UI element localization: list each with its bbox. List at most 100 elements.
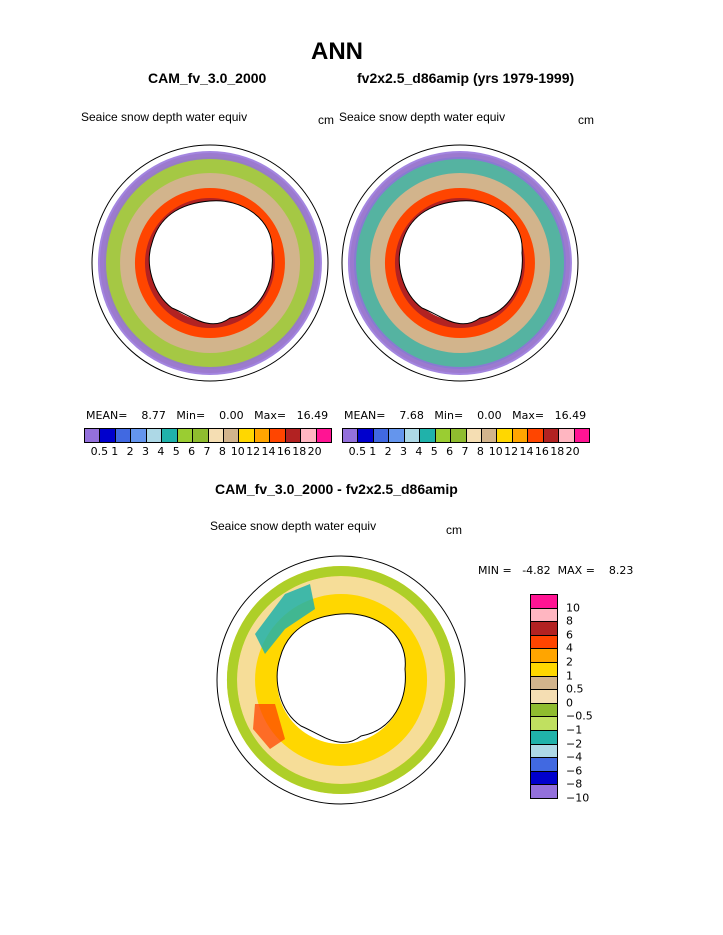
field-colorbar-1-tick-label: 12 [246,445,261,458]
field-colorbar-1-swatch [239,429,255,442]
panel2-min-label: Min= [434,409,464,422]
difference-colorbar-swatch [531,785,557,798]
panel1-max-value: 16.49 [296,409,329,422]
field-colorbar-2-tick-label: 5 [430,445,438,458]
panel1-mean-value: 8.77 [141,409,166,422]
field-colorbar-2-swatch [466,429,482,442]
panel1-max-label: Max= [254,409,287,422]
field-colorbar-1-swatch [254,429,271,442]
map2-antarctica [398,200,523,325]
field-colorbar-2-tick-label: 2 [384,445,392,458]
map1-sea-ice-band [99,153,320,373]
difference-colorbar-swatch [531,758,557,772]
panel1-units: cm [318,113,334,127]
difference-colorbar-tick-label: 8 [566,614,573,628]
panel2-mean-label: MEAN= [344,409,386,422]
field-colorbar-2-swatch [435,429,452,442]
difference-colorbar-tick-label: −8 [566,777,583,791]
field-colorbar-2-swatch [389,429,405,442]
panel2-case-title: fv2x2.5_d86amip (yrs 1979-1999) [357,70,575,86]
field-colorbar-1-swatch [162,429,178,442]
field-colorbar-2-tick-label: 18 [550,445,565,458]
difference-colorbar-tick-label: −1 [566,723,583,737]
difference-colorbar-tick-label: 0 [566,696,573,710]
panel2-mean-value: 7.68 [399,409,424,422]
field-colorbar-1-swatch [177,429,194,442]
field-colorbar-2-tick-label: 12 [504,445,519,458]
panel2-stats: MEAN= 7.68 Min= 0.00 Max= 16.49 [344,409,586,422]
field-colorbar-1-swatch [316,429,331,442]
field-colorbar-1-swatch [208,429,224,442]
difference-colorbar-swatch [531,771,557,786]
field-colorbar-2-swatch [559,429,575,442]
field-colorbar-1-swatch [285,429,302,442]
field-colorbar-2-tick-label: 20 [565,445,580,458]
field-colorbar-2-swatch [373,429,390,442]
difference-min-value: -4.82 [522,564,551,577]
field-colorbar-1-tick-label: 4 [157,445,165,458]
field-colorbar-2-tick-label: 8 [476,445,484,458]
page-title: ANN [311,38,363,65]
field-colorbar-2-swatch [358,429,374,442]
panel1-variable: Seaice snow depth water equiv [81,110,248,124]
panel1-case-title: CAM_fv_3.0_2000 [148,70,267,86]
difference-colorbar [530,594,558,799]
field-colorbar-1-swatch [146,429,163,442]
difference-colorbar-swatch [531,676,557,691]
panel2-max-value: 16.49 [554,409,587,422]
field-colorbar-2-labels: 0.5 1 2 3 4 5 6 7 8 10 12 14 16 18 20 [342,445,588,459]
field-colorbar-2-swatch [420,429,436,442]
difference-colorbar-tick-label: 1 [566,669,573,683]
difference-title: CAM_fv_3.0_2000 - fv2x2.5_d86amip [215,481,458,497]
field-colorbar-2-swatch [451,429,467,442]
field-colorbar-1-tick-label: 16 [276,445,291,458]
field-colorbar-2-swatch [404,429,421,442]
difference-colorbar-tick-label: −2 [566,737,583,751]
panel1-stats: MEAN= 8.77 Min= 0.00 Max= 16.49 [86,409,328,422]
field-colorbar-1-tick-label: 7 [203,445,211,458]
difference-colorbar-swatch [531,608,557,623]
difference-colorbar-tick-label: 6 [566,628,573,642]
polar-map-2 [341,144,579,382]
field-colorbar-2-tick-label: 6 [446,445,454,458]
map2-sea-ice-band [349,153,570,373]
panel1-mean-label: MEAN= [86,409,128,422]
field-colorbar-1-tick-label: 20 [307,445,322,458]
field-colorbar-2-swatch [343,429,359,442]
difference-colorbar-swatch [531,717,557,731]
difference-colorbar-tick-label: 10 [566,601,580,615]
panel2-units: cm [578,113,594,127]
field-colorbar-1-tick-label: 6 [188,445,196,458]
difference-max-value: 8.23 [608,564,634,577]
field-colorbar-1 [84,428,332,443]
field-colorbar-1-swatch [193,429,209,442]
field-colorbar-2-tick-label: 1 [369,445,377,458]
difference-min-label: MIN = [478,564,512,577]
field-colorbar-2-swatch [574,429,589,442]
difference-units: cm [446,523,462,537]
field-colorbar-2 [342,428,590,443]
diff-map-antarctica [276,613,406,743]
field-colorbar-2-swatch [497,429,513,442]
field-colorbar-1-tick-label: 18 [292,445,307,458]
difference-stats: MIN = -4.82 MAX = 8.23 [478,564,633,577]
field-colorbar-2-tick-label: 7 [461,445,469,458]
difference-colorbar-swatch [531,730,557,745]
field-colorbar-1-tick-label: 8 [218,445,226,458]
difference-colorbar-tick-label: −10 [566,791,590,805]
difference-colorbar-swatch [531,662,557,677]
difference-colorbar-tick-label: 4 [566,641,573,655]
field-colorbar-1-tick-label: 10 [230,445,245,458]
panel2-min-value: 0.00 [477,409,502,422]
field-colorbar-2-swatch [481,429,498,442]
map1-antarctica [148,200,273,325]
difference-colorbar-swatch [531,703,557,718]
field-colorbar-1-tick-label: 1 [111,445,119,458]
difference-colorbar-swatch [531,744,557,759]
polar-map-1 [91,144,329,382]
field-colorbar-2-swatch [543,429,560,442]
polar-map-difference [216,555,466,805]
panel2-max-label: Max= [512,409,545,422]
field-colorbar-1-swatch [301,429,317,442]
field-colorbar-1-tick-label: 5 [172,445,180,458]
